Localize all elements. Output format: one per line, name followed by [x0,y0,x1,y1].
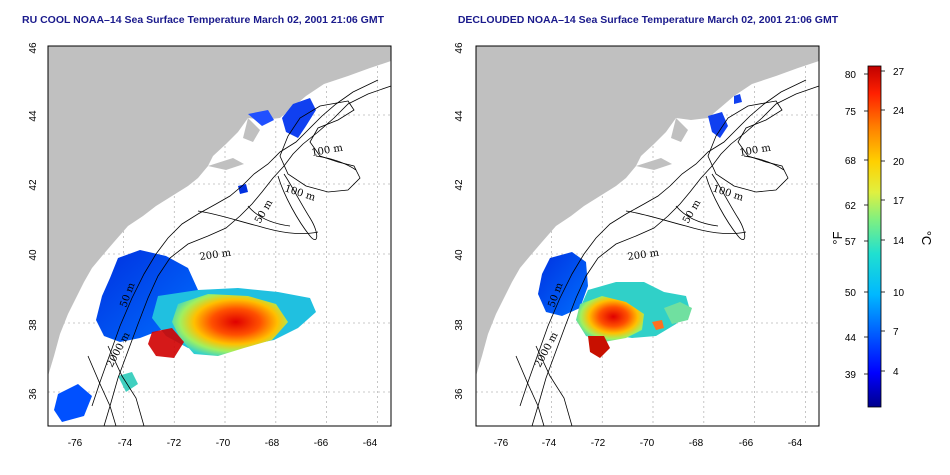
right-x-tick: -74 [542,438,557,449]
left-panel-title: RU COOL NOAA–14 Sea Surface Temperature … [22,14,385,26]
right-y-tick: 40 [454,249,465,261]
fahrenheit-tick: 62 [845,201,857,212]
right-panel: DECLOUDED NOAA–14 Sea Surface Temperatur… [454,14,839,449]
right-panel-title: DECLOUDED NOAA–14 Sea Surface Temperatur… [458,14,839,26]
left-y-axis-ticks: 36 38 40 42 44 46 [28,42,39,400]
fahrenheit-tick: 50 [845,288,857,299]
colorbar-celsius-ticks: 27 24 20 17 14 10 7 4 [893,67,905,378]
fahrenheit-tick: 68 [845,156,857,167]
right-sst-field [538,94,742,358]
fahrenheit-tick: 57 [845,237,857,248]
left-sst-north-speck [238,184,248,194]
right-y-axis-ticks: 36 38 40 42 44 46 [454,42,465,400]
colorbar-tick-marks [864,70,885,375]
right-x-tick: -72 [591,438,606,449]
celsius-tick: 4 [893,367,899,378]
right-map-area: 100 m 100 m 50 m 200 m 50 m 2000 m [475,45,820,427]
right-x-tick: -70 [640,438,655,449]
left-y-tick: 42 [28,179,39,191]
left-panel: RU COOL NOAA–14 Sea Surface Temperature … [22,14,392,449]
right-sst-east-orange [652,320,664,330]
left-x-tick: -66 [314,438,329,449]
fahrenheit-tick: 80 [845,70,857,81]
left-y-tick: 36 [28,388,39,400]
colorbar-fahrenheit-ticks: 80 75 68 62 57 50 44 39 [845,70,857,381]
fahrenheit-tick: 39 [845,370,857,381]
right-sst-gulf-of-maine [708,112,728,138]
right-x-tick: -66 [739,438,754,449]
right-x-tick: -64 [788,438,803,449]
right-x-axis-ticks: -76 -74 -72 -70 -68 -66 -64 [494,438,803,449]
right-sst-east-patch [664,302,692,324]
celsius-tick: 14 [893,236,905,247]
right-map-frame [475,45,820,427]
right-sst-warm-ring [576,296,644,342]
right-x-tick: -68 [689,438,704,449]
right-y-tick: 46 [454,42,465,54]
left-x-tick: -68 [265,438,280,449]
celsius-tick: 24 [893,106,905,117]
left-x-tick: -72 [167,438,182,449]
left-sst-gulf-of-maine [282,98,316,138]
right-sst-red-eddy [588,336,610,358]
left-y-tick: 44 [28,110,39,122]
left-y-tick: 38 [28,319,39,331]
left-sst-southern-blue [54,384,92,422]
celsius-tick: 17 [893,196,905,207]
right-y-tick: 38 [454,319,465,331]
colorbar-gradient [867,65,882,408]
temperature-colorbar: 80 75 68 62 57 50 44 39 27 24 20 17 14 1… [830,65,934,408]
right-x-tick: -76 [494,438,509,449]
left-x-tick: -64 [363,438,378,449]
colorbar-celsius-unit: °C [919,231,934,246]
right-y-tick: 36 [454,388,465,400]
right-sst-maine-speck [734,94,742,104]
left-x-tick: -76 [68,438,83,449]
left-contour-label-200m: 200 m [199,248,232,263]
celsius-tick: 27 [893,67,905,78]
fahrenheit-tick: 44 [845,333,857,344]
fahrenheit-tick: 75 [845,107,857,118]
celsius-tick: 7 [893,327,899,338]
right-contour-label-200m: 200 m [627,248,660,263]
left-x-tick: -70 [216,438,231,449]
left-sst-warm-core [172,294,288,356]
left-sst-field [54,98,316,422]
left-x-tick: -74 [118,438,133,449]
left-map-area: 100 m 100 m 50 m 200 m 50 m 2000 m [47,45,392,427]
right-y-tick: 44 [454,110,465,122]
left-x-axis-ticks: -76 -74 -72 -70 -68 -66 -64 [68,438,378,449]
left-sst-bay-of-fundy [248,110,274,126]
left-map-frame [47,45,392,427]
left-y-tick: 40 [28,249,39,261]
right-y-tick: 42 [454,179,465,191]
celsius-tick: 10 [893,288,905,299]
colorbar-fahrenheit-unit: °F [830,231,845,244]
celsius-tick: 20 [893,157,905,168]
left-sst-red-eddy [148,328,184,358]
left-y-tick: 46 [28,42,39,54]
